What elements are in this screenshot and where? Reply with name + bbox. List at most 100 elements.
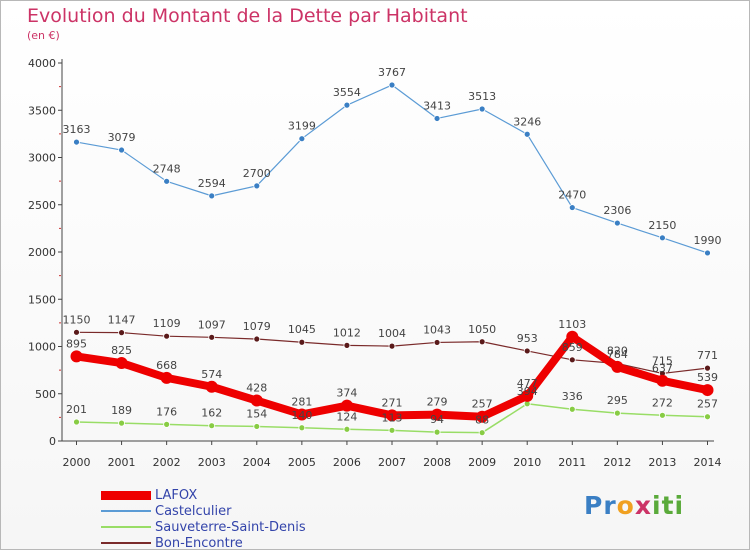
logo-letter: i — [652, 491, 662, 520]
data-label-lafox: 784 — [607, 348, 628, 361]
data-point-bon-encontre — [388, 342, 396, 350]
data-label-lafox: 257 — [472, 398, 493, 411]
data-label-sauveterre-saint-denis: 124 — [336, 410, 357, 423]
y-tick-label: 1500 — [28, 293, 56, 306]
data-point-lafox — [701, 384, 714, 397]
data-point-castelculier — [388, 81, 396, 89]
x-tick-label: 2011 — [558, 456, 586, 469]
data-labels: 895 825 668 574 428 281 374 271 279 257 477 1103 784… — [63, 66, 722, 427]
data-label-sauveterre-saint-denis: 201 — [66, 403, 87, 416]
data-label-sauveterre-saint-denis: 94 — [430, 413, 444, 426]
data-label-bon-encontre: 1045 — [288, 323, 316, 336]
data-label-sauveterre-saint-denis: 257 — [697, 398, 718, 411]
data-point-sauveterre-saint-denis — [163, 420, 171, 428]
data-point-lafox — [521, 389, 534, 402]
data-point-bon-encontre — [298, 338, 306, 346]
data-label-bon-encontre: 1043 — [423, 323, 451, 336]
data-label-bon-encontre: 1097 — [198, 318, 226, 331]
proxiti-logo: Proxiti — [584, 491, 684, 520]
series-layer — [70, 81, 714, 437]
logo-letter: o — [616, 491, 635, 520]
data-label-sauveterre-saint-denis: 272 — [652, 396, 673, 409]
data-label-castelculier: 3199 — [288, 120, 316, 133]
data-label-lafox: 574 — [201, 368, 222, 381]
data-point-sauveterre-saint-denis — [613, 409, 621, 417]
data-point-bon-encontre — [433, 339, 441, 346]
legend-label: LAFOX — [155, 487, 198, 503]
data-point-castelculier — [163, 177, 171, 185]
data-point-sauveterre-saint-denis — [433, 428, 441, 436]
x-tick-label: 2004 — [243, 456, 271, 469]
legend-item-castelculier: Castelculier — [101, 503, 306, 519]
data-label-sauveterre-saint-denis: 162 — [201, 407, 222, 420]
data-label-bon-encontre: 1150 — [63, 313, 91, 326]
data-label-castelculier: 2594 — [198, 177, 226, 190]
logo-letter: x — [634, 491, 652, 520]
data-label-sauveterre-saint-denis: 140 — [291, 409, 312, 422]
data-label-castelculier: 2306 — [603, 204, 631, 217]
y-tick-label: 1000 — [28, 341, 56, 354]
line-chart: 0 500 1000 1500 2000 2500 3000 3500 4000 2000 2001… — [28, 57, 722, 469]
data-point-bon-encontre — [118, 329, 125, 337]
data-label-lafox: 477 — [517, 377, 538, 390]
data-label-castelculier: 3554 — [333, 86, 361, 99]
data-label-castelculier: 2150 — [648, 219, 676, 232]
legend: LAFOX Castelculier Sauveterre-Saint-Denis B… — [101, 487, 306, 551]
data-point-sauveterre-saint-denis — [298, 424, 306, 432]
data-point-sauveterre-saint-denis — [568, 405, 576, 413]
data-point-castelculier — [659, 234, 666, 242]
data-label-lafox: 539 — [697, 371, 718, 384]
data-point-lafox — [431, 408, 444, 421]
data-point-sauveterre-saint-denis — [253, 423, 261, 430]
data-label-bon-encontre: 859 — [562, 341, 583, 354]
data-label-castelculier: 3767 — [378, 66, 406, 79]
x-tick-label: 2000 — [63, 456, 91, 469]
data-point-sauveterre-saint-denis — [704, 413, 711, 421]
data-label-castelculier: 3079 — [108, 131, 136, 144]
data-point-bon-encontre — [568, 356, 576, 364]
data-point-lafox — [115, 357, 128, 370]
data-point-lafox — [205, 380, 218, 393]
legend-swatch — [101, 542, 151, 544]
data-label-castelculier: 2748 — [153, 162, 181, 175]
data-label-sauveterre-saint-denis: 88 — [475, 414, 489, 427]
data-point-sauveterre-saint-denis — [388, 426, 396, 434]
data-point-lafox — [566, 330, 579, 343]
legend-label: Bon-Encontre — [155, 535, 243, 551]
data-point-bon-encontre — [253, 335, 261, 343]
data-point-castelculier — [298, 135, 306, 143]
data-point-bon-encontre — [704, 364, 711, 372]
data-point-bon-encontre — [208, 333, 216, 341]
data-label-lafox: 271 — [382, 396, 403, 409]
legend-item-bon-encontre: Bon-Encontre — [101, 535, 306, 551]
data-point-lafox — [476, 410, 489, 423]
data-label-castelculier: 2700 — [243, 167, 271, 180]
logo-letter: i — [674, 491, 685, 520]
data-label-sauveterre-saint-denis: 295 — [607, 394, 628, 407]
data-label-sauveterre-saint-denis: 336 — [562, 390, 583, 403]
data-point-castelculier — [704, 249, 711, 257]
y-tick-label: 4000 — [28, 57, 56, 70]
data-label-sauveterre-saint-denis: 113 — [382, 411, 403, 424]
data-label-bon-encontre: 1050 — [468, 323, 496, 336]
data-label-bon-encontre: 1004 — [378, 327, 406, 340]
x-tick-label: 2006 — [333, 456, 361, 469]
y-tick-label: 500 — [35, 388, 56, 401]
data-point-sauveterre-saint-denis — [343, 425, 351, 433]
legend-label: Sauveterre-Saint-Denis — [155, 519, 306, 535]
data-point-lafox — [656, 374, 669, 387]
data-point-lafox — [250, 394, 263, 407]
x-tick-label: 2009 — [468, 456, 496, 469]
data-point-sauveterre-saint-denis — [73, 418, 80, 426]
y-tick-label: 3000 — [28, 152, 56, 165]
data-label-sauveterre-saint-denis: 394 — [517, 385, 538, 398]
data-point-castelculier — [208, 192, 216, 200]
data-label-bon-encontre: 1109 — [153, 317, 181, 330]
data-point-castelculier — [73, 138, 80, 146]
data-label-bon-encontre: 771 — [697, 349, 718, 362]
data-label-castelculier: 3513 — [468, 90, 496, 103]
x-tick-label: 2012 — [603, 456, 631, 469]
data-label-lafox: 374 — [336, 387, 357, 400]
data-label-bon-encontre: 953 — [517, 332, 538, 345]
